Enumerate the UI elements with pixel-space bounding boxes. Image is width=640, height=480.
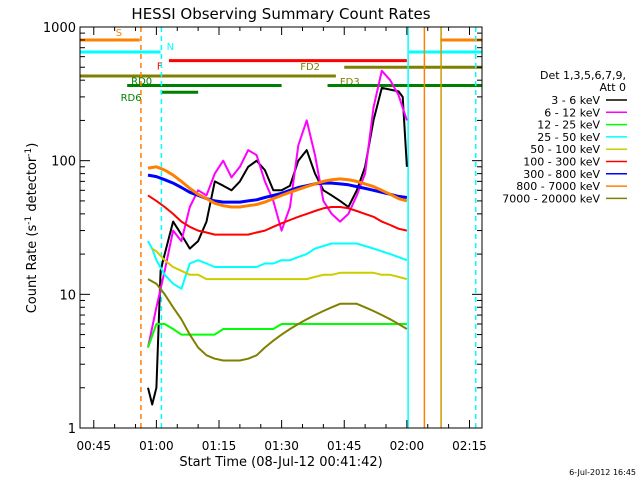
flag-bars: SNFFD2FD3RD0RD6 (80, 28, 482, 104)
x-tick-label-6: 02:15 (452, 439, 487, 453)
legend-label-1: 6 - 12 keV (544, 106, 600, 119)
x-tick-label-4: 01:45 (327, 439, 362, 453)
series-300-800-kev (147, 173, 408, 204)
y-label-sup1: -1 (24, 216, 34, 225)
series-100-300-kev (147, 194, 408, 236)
series-50-100-kev (151, 247, 408, 281)
flag-label-rd6: RD6 (121, 93, 142, 104)
flag-label-s: S (116, 28, 122, 39)
y-axis-label: Count Rate (s-1 detector-1) (24, 143, 40, 314)
legend-label-0: 3 - 6 keV (551, 94, 600, 107)
legend-label-2: 12 - 25 keV (537, 119, 600, 132)
legend-header-attenuator: Att 0 (600, 81, 626, 94)
legend-label-6: 300 - 800 keV (523, 168, 600, 181)
chart-title: HESSI Observing Summary Count Rates (131, 5, 430, 23)
y-label-sup2: -1 (24, 148, 34, 157)
series-25-50-kev (147, 240, 408, 290)
x-tick-label-5: 02:00 (390, 439, 425, 453)
legend-header-detectors: Det 1,3,5,6,7,9, (540, 69, 626, 82)
series-7000-20000-kev (147, 278, 408, 362)
legend-label-7: 800 - 7000 keV (516, 180, 600, 193)
legend-label-4: 50 - 100 keV (530, 143, 600, 156)
x-tick-label-0: 00:45 (76, 439, 111, 453)
flag-label-fd2: FD2 (300, 62, 320, 73)
y-tick-label-1: 10 (59, 288, 76, 303)
y-label-part2: detector (25, 156, 40, 216)
data-series (147, 69, 408, 406)
y-tick-label-2: 100 (51, 155, 76, 170)
series-12-25-kev (147, 323, 407, 348)
x-tick-label-3: 01:30 (264, 439, 299, 453)
vertical-markers (140, 27, 477, 428)
series-6-12-kev (147, 69, 408, 348)
y-label-part1: Count Rate (s (25, 225, 40, 314)
x-tick-label-1: 01:00 (139, 439, 174, 453)
legend-label-5: 100 - 300 keV (523, 156, 600, 169)
x-axis: 00:45 01:00 01:15 01:30 01:45 02:00 02:15 (76, 27, 487, 453)
series-800-7000-kev (147, 165, 408, 209)
flag-label-fd3: FD3 (340, 77, 360, 88)
plot-frame (79, 26, 483, 429)
flag-label-f: F (157, 62, 163, 73)
legend-label-3: 25 - 50 keV (537, 131, 600, 144)
footer-date: 6-Jul-2012 16:45 (569, 468, 636, 477)
x-tick-label-2: 01:15 (202, 439, 237, 453)
x-axis-label: Start Time (08-Jul-12 00:41:42) (179, 455, 382, 470)
y-label-part3: ) (25, 143, 40, 148)
y-axis: 1 10 100 1000 (43, 21, 482, 437)
y-tick-label-3: 1000 (43, 21, 76, 36)
y-tick-label-0: 1 (68, 422, 76, 437)
flag-label-n: N (167, 42, 174, 53)
legend-label-8: 7000 - 20000 keV (502, 192, 600, 205)
